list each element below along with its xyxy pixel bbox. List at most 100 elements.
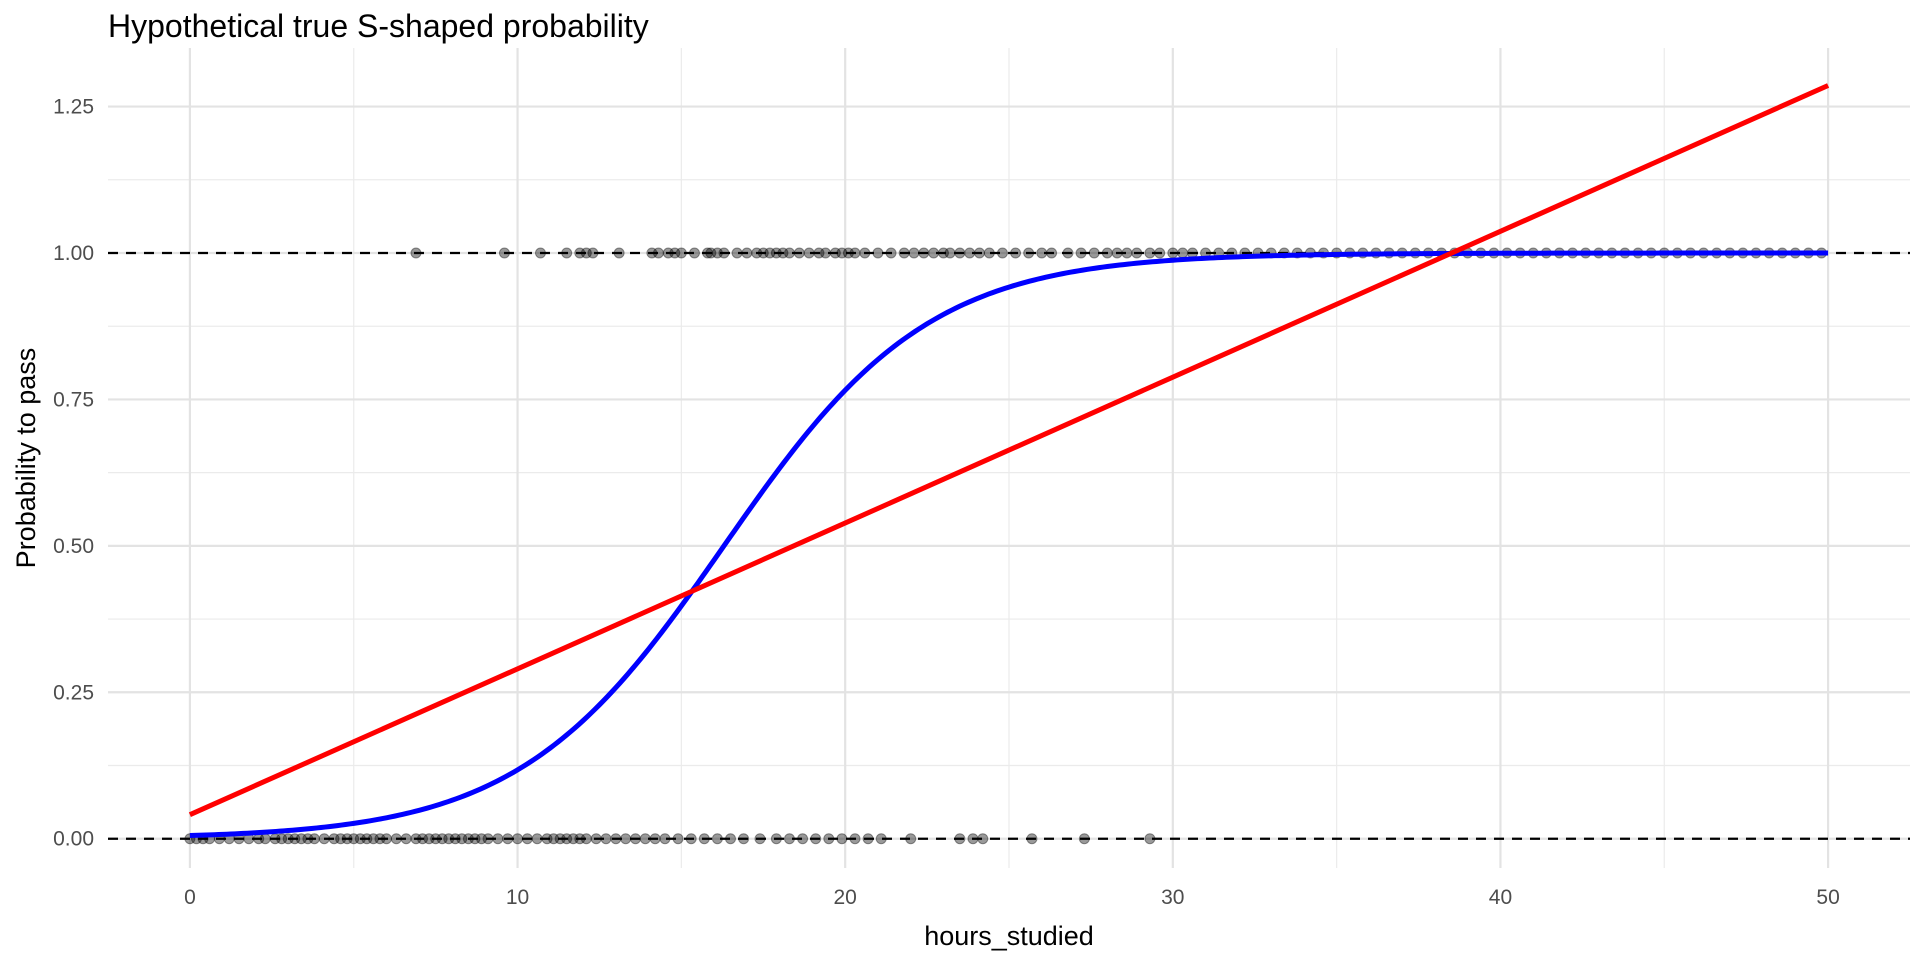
data-point <box>977 833 989 845</box>
data-point <box>859 247 871 259</box>
data-point <box>374 833 386 845</box>
x-tick-label: 50 <box>1816 886 1839 909</box>
data-point <box>1177 247 1189 259</box>
data-point <box>698 833 710 845</box>
data-point <box>662 247 674 259</box>
data-point <box>793 247 805 259</box>
data-point <box>652 247 664 259</box>
data-point <box>649 833 661 845</box>
data-point <box>783 833 795 845</box>
data-point <box>820 247 832 259</box>
data-point <box>797 833 809 845</box>
data-point <box>512 833 524 845</box>
data-point <box>367 833 379 845</box>
data-point <box>476 833 488 845</box>
data-point <box>944 247 956 259</box>
data-point <box>1046 247 1058 259</box>
y-tick-label: 0.25 <box>53 681 94 704</box>
data-point <box>1026 833 1038 845</box>
linear-fit-line <box>188 83 1830 817</box>
data-point <box>842 247 854 259</box>
data-point <box>498 247 510 259</box>
data-point <box>646 247 658 259</box>
data-point <box>954 247 966 259</box>
data-point <box>672 833 684 845</box>
x-tick-label: 0 <box>184 886 196 909</box>
data-point <box>1010 247 1022 259</box>
data-point <box>725 833 737 845</box>
data-point <box>738 833 750 845</box>
data-point <box>259 833 271 845</box>
data-point <box>1062 247 1074 259</box>
data-point <box>443 833 455 845</box>
y-tick-label: 1.25 <box>53 96 94 119</box>
data-point <box>531 833 543 845</box>
data-point <box>751 247 763 259</box>
data-point <box>829 247 841 259</box>
data-point <box>659 833 671 845</box>
data-point <box>328 833 340 845</box>
data-point <box>629 833 641 845</box>
data-point <box>731 247 743 259</box>
data-point <box>813 247 825 259</box>
data-point <box>613 247 625 259</box>
data-point <box>754 833 766 845</box>
x-tick-label: 10 <box>506 886 529 909</box>
data-point <box>587 247 599 259</box>
x-tick-label: 30 <box>1161 886 1184 909</box>
data-point <box>282 833 294 845</box>
data-point <box>580 247 592 259</box>
data-point <box>937 247 949 259</box>
data-point <box>449 833 461 845</box>
data-point <box>777 247 789 259</box>
data-point <box>341 833 353 845</box>
data-point <box>521 833 533 845</box>
data-point <box>810 833 822 845</box>
data-point <box>875 833 887 845</box>
data-point <box>675 247 687 259</box>
data-point <box>639 833 651 845</box>
data-point <box>954 833 966 845</box>
data-point <box>885 247 897 259</box>
data-point <box>1078 833 1090 845</box>
data-point <box>849 247 861 259</box>
data-point <box>996 247 1008 259</box>
data-point <box>1075 247 1087 259</box>
data-point <box>711 833 723 845</box>
y-tick-label: 0.75 <box>53 388 94 411</box>
data-point <box>764 247 776 259</box>
data-point <box>705 247 717 259</box>
data-point <box>1131 247 1143 259</box>
data-point <box>361 833 373 845</box>
data-point <box>1111 247 1123 259</box>
data-point <box>318 833 330 845</box>
chart-title: Hypothetical true S-shaped probability <box>108 8 649 44</box>
data-point <box>823 833 835 845</box>
data-point <box>905 833 917 845</box>
data-point <box>541 833 553 845</box>
data-point <box>390 833 402 845</box>
y-tick-label: 0.00 <box>53 828 94 851</box>
data-point <box>702 247 714 259</box>
data-point <box>908 247 920 259</box>
data-point <box>574 833 586 845</box>
x-axis-title: hours_studied <box>924 921 1094 951</box>
data-point <box>574 247 586 259</box>
data-point <box>410 833 422 845</box>
data-point <box>308 833 320 845</box>
data-point <box>1036 247 1048 259</box>
data-point <box>482 833 494 845</box>
data-point <box>803 247 815 259</box>
data-point <box>1144 247 1156 259</box>
data-point <box>534 247 546 259</box>
data-point <box>898 247 910 259</box>
data-point <box>783 247 795 259</box>
grid-lines <box>108 48 1910 868</box>
data-point <box>400 833 412 845</box>
data-point <box>685 833 697 845</box>
data-point <box>354 833 366 845</box>
data-point <box>302 833 314 845</box>
data-point <box>1167 247 1179 259</box>
y-tick-label: 1.00 <box>53 242 94 265</box>
